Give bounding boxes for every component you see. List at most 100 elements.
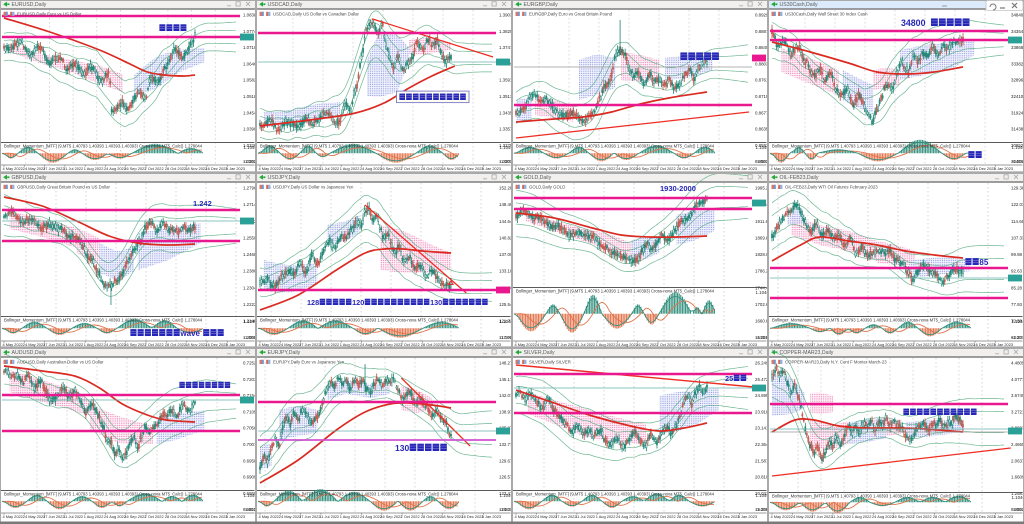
- svg-text:18 Nov 2022: 18 Nov 2022: [953, 166, 975, 171]
- svg-text:16 Sep 2022: 16 Sep 2022: [380, 342, 402, 347]
- svg-text:0.7154: 0.7154: [243, 393, 257, 398]
- svg-text:24 May 2022: 24 May 2022: [791, 342, 814, 347]
- svg-text:4 May 2022: 4 May 2022: [771, 166, 791, 171]
- svg-text:7 Oct 2022: 7 Oct 2022: [401, 342, 420, 347]
- svg-text:16 Dec 2022: 16 Dec 2022: [462, 166, 484, 171]
- svg-text:4 May 2022: 4 May 2022: [259, 342, 279, 347]
- svg-text:1.0582: 1.0582: [243, 78, 257, 83]
- svg-text:16 Sep 2022: 16 Sep 2022: [124, 514, 146, 519]
- svg-text:23.918: 23.918: [755, 409, 769, 414]
- svg-text:30952.00: 30952.00: [1011, 143, 1024, 148]
- svg-text:1 Aug 2022: 1 Aug 2022: [84, 514, 104, 519]
- svg-text:5 Jan 2023: 5 Jan 2023: [482, 342, 501, 347]
- svg-text:1660.80: 1660.80: [755, 318, 771, 323]
- svg-text:1 Aug 2022: 1 Aug 2022: [340, 514, 360, 519]
- svg-text:20.033: 20.033: [755, 491, 769, 496]
- svg-text:wave: wave: [179, 329, 200, 338]
- svg-text:18 Nov 2022: 18 Nov 2022: [185, 514, 207, 519]
- svg-text:OIL-FEB23,Daily: OIL-FEB23,Daily: [780, 175, 819, 181]
- svg-text:1.3903: 1.3903: [499, 13, 513, 18]
- svg-text:24 Aug 2022: 24 Aug 2022: [104, 342, 126, 347]
- svg-text:5 Jan 2023: 5 Jan 2023: [226, 166, 245, 171]
- svg-text:0.8845: 0.8845: [755, 45, 769, 50]
- svg-text:18 Nov 2022: 18 Nov 2022: [185, 166, 207, 171]
- svg-text:32410.00: 32410.00: [1011, 94, 1024, 99]
- svg-text:0.7203: 0.7203: [243, 377, 257, 382]
- svg-text:11 Jul 2022: 11 Jul 2022: [319, 166, 339, 171]
- svg-text:16 Sep 2022: 16 Sep 2022: [636, 342, 658, 347]
- svg-text:17 Jun 2022: 17 Jun 2022: [299, 514, 320, 519]
- svg-text:114.68: 114.68: [1011, 219, 1024, 224]
- svg-text:0.7056: 0.7056: [243, 426, 257, 431]
- svg-text:126.57: 126.57: [499, 475, 513, 480]
- svg-text:1702.60: 1702.60: [755, 302, 771, 307]
- svg-text:GBPUSD,Daily: GBPUSD,Daily: [12, 175, 47, 181]
- svg-text:1.2796: 1.2796: [243, 186, 257, 191]
- svg-text:18 Nov 2022: 18 Nov 2022: [953, 342, 975, 347]
- svg-text:24 May 2022: 24 May 2022: [279, 342, 302, 347]
- svg-text:128: 128: [307, 298, 319, 307]
- svg-text:1.3357: 1.3357: [499, 127, 513, 132]
- svg-text:17 Jun 2022: 17 Jun 2022: [43, 166, 64, 171]
- svg-text:34800: 34800: [901, 18, 926, 28]
- svg-text:17 Jun 2022: 17 Jun 2022: [555, 166, 576, 171]
- svg-text:0.6909: 0.6909: [243, 475, 257, 480]
- svg-text:63.23: 63.23: [1011, 335, 1023, 340]
- svg-text:1.1046: 1.1046: [1012, 319, 1024, 324]
- svg-text:1.1046: 1.1046: [756, 290, 770, 295]
- svg-text:4 May 2022: 4 May 2022: [3, 166, 23, 171]
- svg-text:1.1046: 1.1046: [500, 145, 514, 150]
- svg-text:16 Dec 2022: 16 Dec 2022: [462, 514, 484, 519]
- svg-text:24 Aug 2022: 24 Aug 2022: [360, 342, 382, 347]
- svg-text:1 Aug 2022: 1 Aug 2022: [852, 342, 872, 347]
- svg-text:EURJPY,Daily: EURJPY,Daily: [268, 350, 301, 356]
- svg-text:5 Jan 2023: 5 Jan 2023: [482, 166, 501, 171]
- svg-text:EURUSD,Daily Euro vs US Dolla: EURUSD,Daily Euro vs US Dollar: [17, 11, 82, 16]
- svg-text:24 Aug 2022: 24 Aug 2022: [360, 166, 382, 171]
- svg-text:1 Aug 2022: 1 Aug 2022: [852, 166, 872, 171]
- svg-text:1.1046: 1.1046: [500, 319, 514, 324]
- svg-text:5 Jan 2023: 5 Jan 2023: [482, 514, 501, 519]
- svg-text:148.46: 148.46: [499, 202, 513, 207]
- svg-text:24 May 2022: 24 May 2022: [535, 166, 558, 171]
- svg-text:24 Aug 2022: 24 Aug 2022: [104, 166, 126, 171]
- svg-text:AUDUSD,Daily: AUDUSD,Daily: [12, 350, 47, 356]
- svg-text:22.364: 22.364: [755, 442, 769, 447]
- svg-text:120: 120: [352, 298, 364, 307]
- svg-text:USDJPY,Daily: USDJPY,Daily: [268, 175, 301, 181]
- svg-text:17 Jun 2022: 17 Jun 2022: [299, 342, 320, 347]
- svg-text:1.0454: 1.0454: [243, 110, 257, 115]
- svg-text:11 Jul 2022: 11 Jul 2022: [63, 166, 83, 171]
- svg-text:107.33: 107.33: [1011, 235, 1024, 240]
- svg-text:7 Oct 2022: 7 Oct 2022: [657, 342, 676, 347]
- svg-text:5 Jan 2023: 5 Jan 2023: [738, 342, 757, 347]
- svg-text:Bollinger_Momentum_[MTF] (9,MT: Bollinger_Momentum_[MTF] (9,MT5 1.40793 …: [516, 289, 715, 294]
- svg-text:33382.00: 33382.00: [1011, 61, 1024, 66]
- svg-text:7 Oct 2022: 7 Oct 2022: [913, 342, 932, 347]
- svg-text:EURUSD,Daily: EURUSD,Daily: [12, 2, 47, 8]
- svg-text:7 Oct 2022: 7 Oct 2022: [145, 514, 164, 519]
- svg-text:0.8551: 0.8551: [755, 159, 769, 164]
- svg-text:1.2140: 1.2140: [243, 318, 257, 323]
- svg-text:SILVER,Daily: SILVER,Daily: [524, 350, 555, 356]
- svg-text:31924.00: 31924.00: [1011, 110, 1024, 115]
- svg-text:145.17: 145.17: [499, 377, 513, 382]
- svg-text:11 Jul 2022: 11 Jul 2022: [831, 166, 851, 171]
- svg-text:19.256: 19.256: [755, 507, 769, 512]
- svg-text:-1.0079: -1.0079: [244, 159, 259, 164]
- svg-text:1.0774: 1.0774: [243, 29, 257, 34]
- svg-text:24 May 2022: 24 May 2022: [791, 166, 814, 171]
- svg-text:GOLD,Daily: GOLD,Daily: [524, 175, 552, 181]
- svg-text:144.64: 144.64: [499, 219, 513, 224]
- svg-text:1.3435: 1.3435: [499, 110, 513, 115]
- svg-text:16 Sep 2022: 16 Sep 2022: [380, 514, 402, 519]
- svg-text:1869.80: 1869.80: [755, 235, 771, 240]
- svg-text:Bollinger_Momentum_[MTF] (9,MT: Bollinger_Momentum_[MTF] (9,MT5 1.40793 …: [4, 144, 203, 149]
- svg-text:129.67: 129.67: [499, 458, 513, 463]
- svg-text:17 Jun 2022: 17 Jun 2022: [555, 342, 576, 347]
- svg-text:16 Dec 2022: 16 Dec 2022: [462, 342, 484, 347]
- svg-text:11 Jul 2022: 11 Jul 2022: [575, 166, 595, 171]
- svg-text:16 Dec 2022: 16 Dec 2022: [206, 166, 228, 171]
- svg-text:24 Aug 2022: 24 Aug 2022: [104, 514, 126, 519]
- svg-text:7 Oct 2022: 7 Oct 2022: [401, 166, 420, 171]
